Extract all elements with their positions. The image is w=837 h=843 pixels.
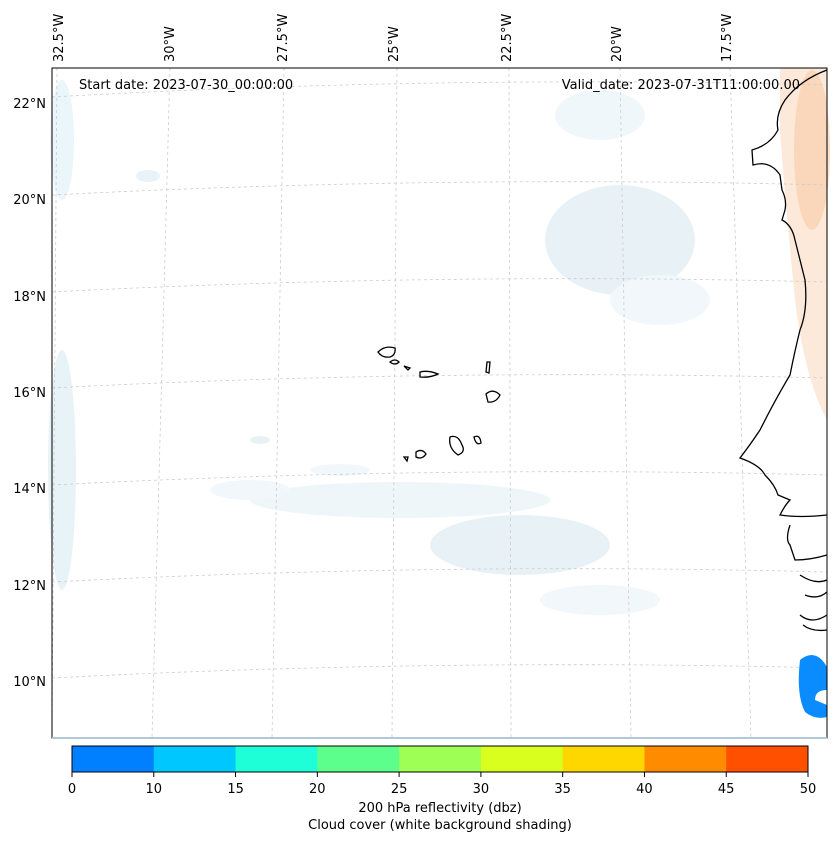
colorbar — [71, 746, 809, 777]
map-frame — [51, 67, 828, 739]
colorbar-segment — [480, 746, 564, 772]
colorbar-segment — [153, 746, 237, 772]
colorbar-tick-label: 20 — [309, 782, 326, 797]
colorbar-sublabel: Cloud cover (white background shading) — [308, 818, 572, 833]
lat-label: 12°N — [13, 579, 46, 594]
colorbar-tick-label: 30 — [472, 782, 490, 797]
lon-label: 22.5°W — [500, 13, 515, 62]
colorbar-tick-label: 25 — [390, 782, 408, 797]
cape-verde-islands — [377, 346, 501, 463]
colorbar-segment — [72, 746, 155, 772]
valid-date-text: Valid_date: 2023-07-31T11:00:00.00 — [561, 78, 800, 93]
colorbar-tick-label: 40 — [636, 782, 653, 797]
colorbar-tick-label: 35 — [554, 782, 571, 797]
reflectivity-cell — [798, 655, 827, 718]
gridlines — [51, 67, 828, 739]
colorbar-segment — [235, 746, 318, 772]
lon-label: 25°W — [387, 26, 402, 62]
colorbar-tick-label: 50 — [799, 782, 817, 797]
colorbar-tick-label: 10 — [145, 782, 163, 797]
lat-label: 22°N — [13, 97, 46, 112]
lat-label: 10°N — [13, 675, 46, 690]
lat-label: 20°N — [13, 193, 46, 208]
colorbar-segment — [644, 746, 727, 772]
lat-label: 16°N — [13, 386, 46, 401]
lon-label: 27.5°W — [276, 13, 291, 62]
coastline-west-africa — [738, 69, 828, 632]
colorbar-segment — [317, 746, 400, 772]
lat-label: 14°N — [13, 482, 46, 497]
warm-region-shading — [780, 68, 830, 420]
colorbar-label: 200 hPa reflectivity (dbz) — [358, 801, 522, 816]
colorbar-frame — [71, 745, 809, 773]
lat-label: 18°N — [13, 290, 46, 305]
cloud-cover-shading — [48, 80, 710, 615]
lon-label: 17.5°W — [720, 13, 735, 62]
start-date-text: Start date: 2023-07-30_00:00:00 — [79, 78, 294, 93]
colorbar-tick-label: 0 — [67, 782, 77, 797]
colorbar-segment — [726, 746, 809, 772]
lon-label: 30°W — [163, 26, 178, 62]
colorbar-tick-label: 45 — [717, 782, 735, 797]
colorbar-segment — [399, 746, 482, 772]
colorbar-segment — [562, 746, 645, 772]
colorbar-tick-label: 15 — [227, 782, 244, 797]
lon-label: 20°W — [610, 26, 625, 62]
lon-label: 32.5°W — [52, 13, 67, 62]
